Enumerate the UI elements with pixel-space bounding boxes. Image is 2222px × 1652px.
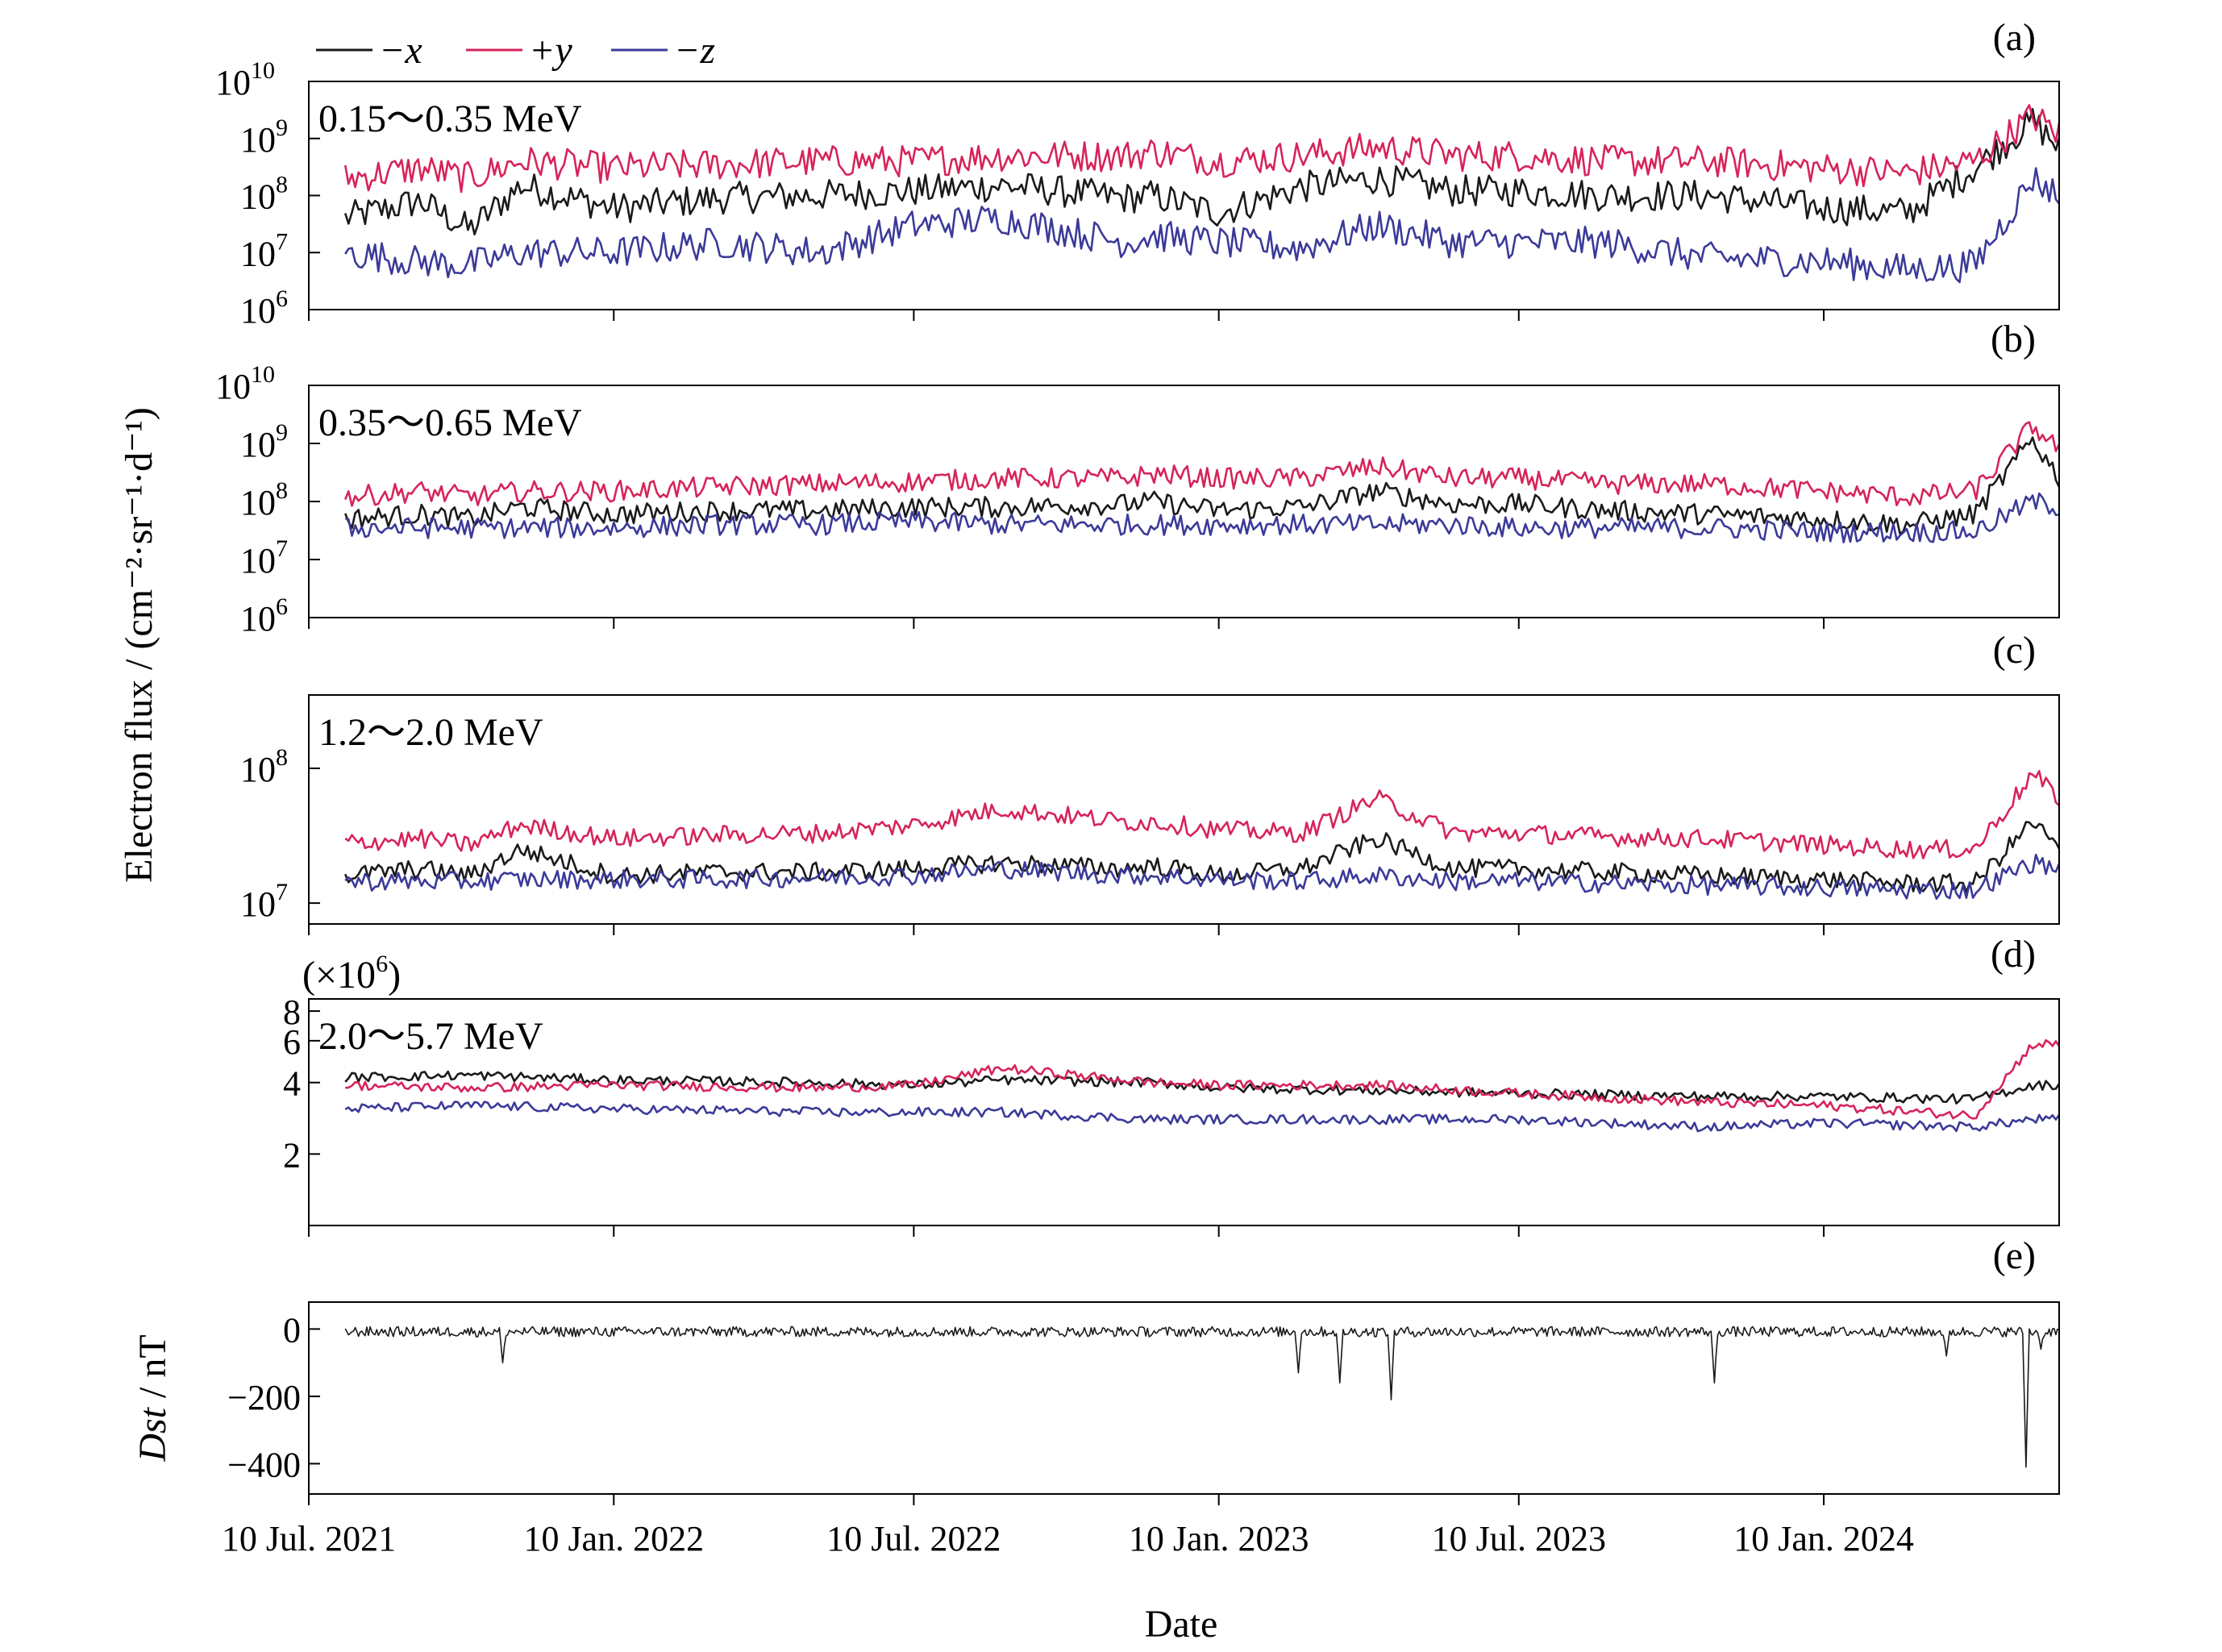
- series-line-−x: [343, 436, 2059, 535]
- series-line-+y: [344, 769, 2059, 859]
- y-tick-label: 107: [240, 228, 288, 273]
- legend-label-+y: +y: [529, 29, 572, 72]
- panel-1: 106 107 108 109 1010 (b) 0.35～0.65 MeV: [215, 318, 2060, 639]
- series-line-Dst: [344, 1325, 2059, 1468]
- y-tick-label: 108: [240, 744, 288, 789]
- panel-2-frame: [308, 694, 2060, 925]
- series-line-+y: [343, 104, 2059, 193]
- panel-label: (e): [1993, 1234, 2036, 1277]
- x-tick-label: 10 Jan. 2024: [1733, 1519, 1914, 1558]
- x-tick-label: 10 Jan. 2023: [1129, 1519, 1309, 1558]
- panel-2-series: [343, 769, 2059, 901]
- y-tick-label: 1010: [215, 361, 275, 406]
- panel-1-series: [343, 421, 2059, 543]
- y-tick-label: −400: [227, 1445, 301, 1484]
- panel-2: 107 108 (c) 1.2～2.0 MeV: [240, 629, 2060, 935]
- series-line-−z: [344, 167, 2059, 284]
- x-tick-label: 10 Jan. 2022: [523, 1519, 704, 1558]
- panel-0-series: [343, 104, 2059, 284]
- series-line-−x: [344, 1070, 2059, 1105]
- panel-0: 106 107 108 109 1010 (a) 0.15～0.35 MeV: [215, 16, 2060, 331]
- panel-4: 0 −200 −400 (e) Dst / nT: [131, 1234, 2060, 1505]
- energy-annotation: 0.15～0.35 MeV: [318, 98, 582, 140]
- panel-label: (c): [1993, 629, 2036, 672]
- y-tick-label: 6: [283, 1022, 301, 1062]
- series-line-+y: [345, 1038, 2059, 1120]
- x-tick-label: 10 Jul. 2023: [1432, 1519, 1606, 1558]
- panel-4-series: [344, 1325, 2059, 1468]
- y-tick-label: 107: [240, 535, 288, 580]
- series-line-−z: [344, 853, 2059, 901]
- legend: −x +y −z: [316, 29, 715, 72]
- y-tick-label: 109: [240, 419, 288, 464]
- y-tick-label: 109: [240, 114, 288, 160]
- y-tick-label: 107: [240, 879, 288, 924]
- series-line-−z: [344, 492, 2059, 543]
- energy-annotation: 1.2～2.0 MeV: [318, 711, 543, 754]
- y-tick-label: 108: [240, 477, 288, 522]
- energy-annotation: 2.0～5.7 MeV: [318, 1015, 543, 1058]
- panel-3: 2 468 (d) 2.0～5.7 MeV (×106): [283, 933, 2060, 1237]
- panel-3-series: [344, 1038, 2059, 1133]
- series-line-−x: [343, 107, 2059, 236]
- x-tick-label: 10 Jul. 2022: [826, 1519, 1001, 1558]
- dst-axis-title: Dst / nT: [131, 1334, 174, 1462]
- y-tick-label: 4: [283, 1064, 301, 1104]
- series-line-−z: [344, 1101, 2059, 1133]
- y-tick-label: 0: [283, 1310, 301, 1350]
- legend-label-−z: −z: [674, 29, 715, 72]
- series-line-+y: [343, 421, 2059, 507]
- multiplier-label: (×106): [302, 951, 401, 997]
- panel-3-frame: [308, 998, 2060, 1226]
- x-axis-title: Date: [1145, 1603, 1218, 1646]
- energy-annotation: 0.35～0.65 MeV: [318, 402, 582, 444]
- y-tick-label: 108: [240, 172, 288, 217]
- x-tick-label: 10 Jul. 2021: [222, 1519, 396, 1558]
- y-tick-label: −200: [227, 1378, 301, 1417]
- y-tick-label: 106: [240, 285, 288, 331]
- y-axis-title: Electron flux / (cm⁻²·sr⁻¹·d⁻¹): [118, 407, 160, 883]
- y-tick-label: 2: [283, 1135, 301, 1175]
- y-tick-label: 106: [240, 593, 288, 639]
- panel-4-frame: [308, 1301, 2060, 1495]
- y-tick-label: 8: [283, 992, 301, 1032]
- panel-label: (b): [1991, 318, 2036, 360]
- legend-label-−x: −x: [379, 29, 422, 72]
- y-tick-label: 1010: [215, 57, 275, 102]
- panel-label: (a): [1993, 16, 2036, 59]
- panel-label: (d): [1991, 933, 2036, 976]
